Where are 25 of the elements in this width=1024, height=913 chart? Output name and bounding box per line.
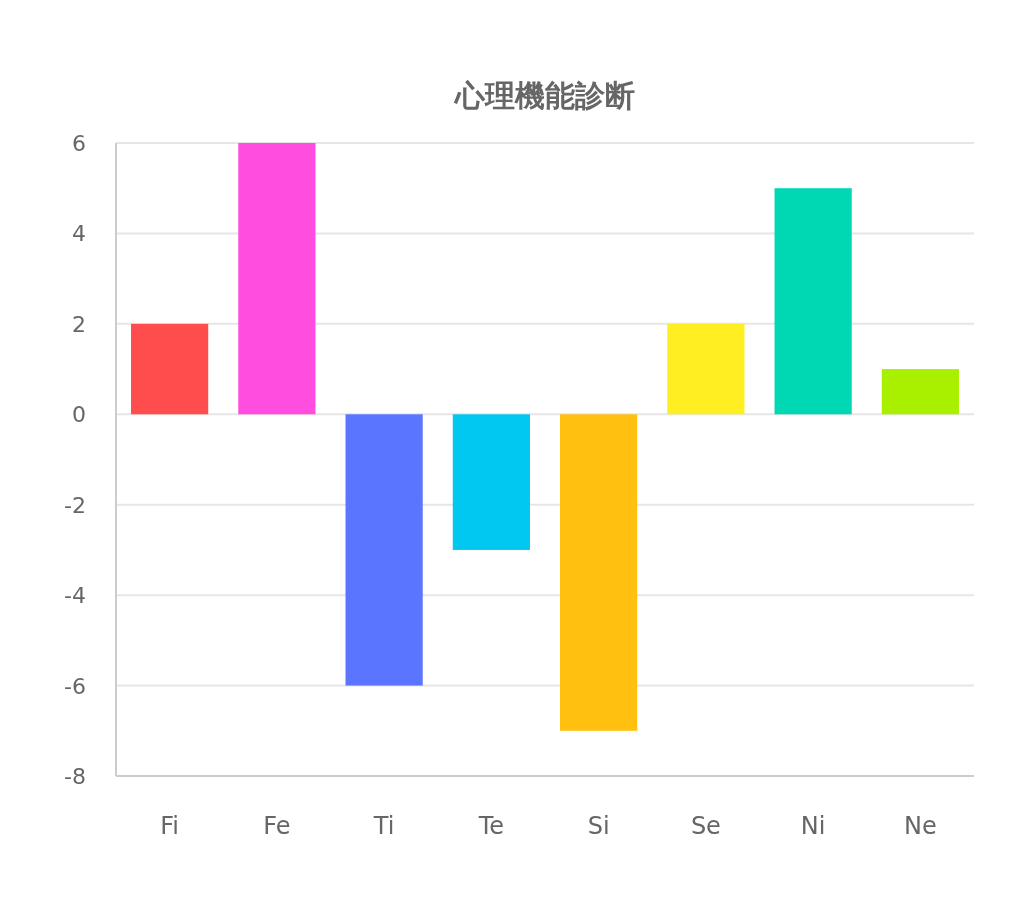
- x-tick-label: Fe: [263, 812, 291, 840]
- y-tick-label: 0: [72, 402, 86, 428]
- bar: [560, 414, 638, 731]
- y-tick-label: 6: [72, 131, 86, 156]
- y-tick-label: -2: [64, 492, 86, 518]
- x-tick-label: Ne: [904, 812, 937, 840]
- bar: [345, 414, 423, 686]
- chart-title: 心理機能診断: [453, 78, 635, 113]
- x-tick-label: Si: [587, 812, 610, 840]
- x-tick-label: Ni: [800, 812, 826, 840]
- bar: [667, 323, 745, 415]
- x-tick-label: Te: [477, 812, 505, 840]
- y-tick-label: 2: [72, 311, 86, 337]
- y-tick-label: 4: [72, 221, 86, 247]
- y-tick-label: -4: [64, 583, 86, 609]
- y-tick-label: -6: [64, 673, 86, 699]
- bar: [452, 414, 530, 550]
- bar: [131, 323, 209, 415]
- x-tick-label: Ti: [372, 812, 395, 840]
- bar: [238, 143, 316, 415]
- bar: [881, 369, 959, 415]
- bar: [774, 188, 852, 415]
- x-tick-label: Fi: [160, 812, 179, 840]
- y-tick-label: -8: [64, 764, 86, 789]
- x-tick-label: Se: [690, 812, 721, 840]
